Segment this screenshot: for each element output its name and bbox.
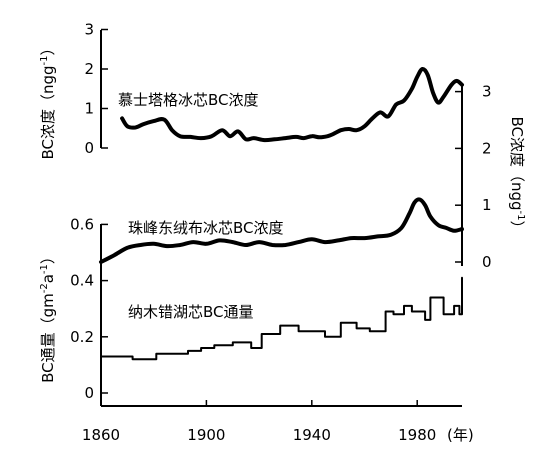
lower-left-axis-title-mid: a bbox=[39, 274, 57, 283]
lower-left-tick-label-0: 0 bbox=[84, 384, 94, 402]
lower-left-tick-label-3: 0.6 bbox=[70, 215, 94, 233]
right-axis-title-sup: -1 bbox=[515, 211, 526, 221]
right-tick-label-0: 0 bbox=[482, 253, 492, 271]
axes-layer bbox=[100, 30, 463, 407]
ticks-layer: 1860 1900 1940 1980 0 1 2 3 0 0.2 0.4 0.6 0 1 2 3 bbox=[70, 21, 491, 445]
upper-left-tick-label-0: 0 bbox=[84, 139, 94, 157]
right-axis-title: BC浓度（ngg-1） bbox=[508, 116, 526, 235]
everest-bc-concentration-line bbox=[99, 197, 464, 264]
upper-left-tick-label-1: 1 bbox=[84, 100, 94, 118]
upper-left-tick-label-3: 3 bbox=[84, 21, 94, 39]
lower-left-axis-title-end: ） bbox=[39, 249, 57, 264]
right-axis-title-main: BC浓度（ngg bbox=[508, 116, 526, 210]
annotation-everest-bc-label: 珠峰东绒布冰芯BC浓度 bbox=[128, 219, 284, 237]
upper-left-axis-title-sup: -1 bbox=[39, 55, 50, 65]
right-tick-label-3: 3 bbox=[482, 83, 492, 101]
lower-left-axis-title: BC通量（gm-2a-1） bbox=[39, 249, 57, 383]
x-tick-label-1860: 1860 bbox=[82, 426, 120, 444]
right-tick-label-2: 2 bbox=[482, 139, 492, 157]
lower-left-axis-title-sup2: -1 bbox=[39, 264, 50, 274]
right-tick-label-1: 1 bbox=[482, 196, 492, 214]
upper-left-axis-title: BC浓度（ngg-1） bbox=[39, 40, 57, 159]
annotation-muztagh-bc-label: 慕士塔格冰芯BC浓度 bbox=[118, 91, 259, 109]
upper-left-axis-title-main: BC浓度（ngg bbox=[39, 65, 57, 159]
x-tick-label-1900: 1900 bbox=[187, 426, 225, 444]
muztagh-bc-concentration-line bbox=[120, 66, 464, 143]
x-tick-label-1940: 1940 bbox=[293, 426, 331, 444]
series-layer bbox=[99, 66, 464, 361]
lower-left-axis-title-main: BC通量（gm bbox=[39, 293, 57, 383]
namco-bc-flux-step-line bbox=[100, 276, 463, 361]
lower-left-tick-label-1: 0.2 bbox=[70, 328, 94, 346]
x-tick-label-1980: 1980 bbox=[398, 426, 436, 444]
lower-left-tick-label-2: 0.4 bbox=[70, 272, 94, 290]
lower-left-axis-title-sup1: -2 bbox=[39, 283, 50, 293]
annotation-namco-bc-flux-label: 纳木错湖芯BC通量 bbox=[128, 303, 254, 321]
x-axis-unit-label: (年) bbox=[447, 426, 474, 444]
upper-left-tick-label-2: 2 bbox=[84, 60, 94, 78]
right-axis-title-end: ） bbox=[508, 221, 526, 236]
labels-layer: 慕士塔格冰芯BC浓度 珠峰东绒布冰芯BC浓度 纳木错湖芯BC通量 (年) BC浓… bbox=[39, 40, 526, 444]
upper-left-axis-title-end: ） bbox=[39, 40, 57, 55]
